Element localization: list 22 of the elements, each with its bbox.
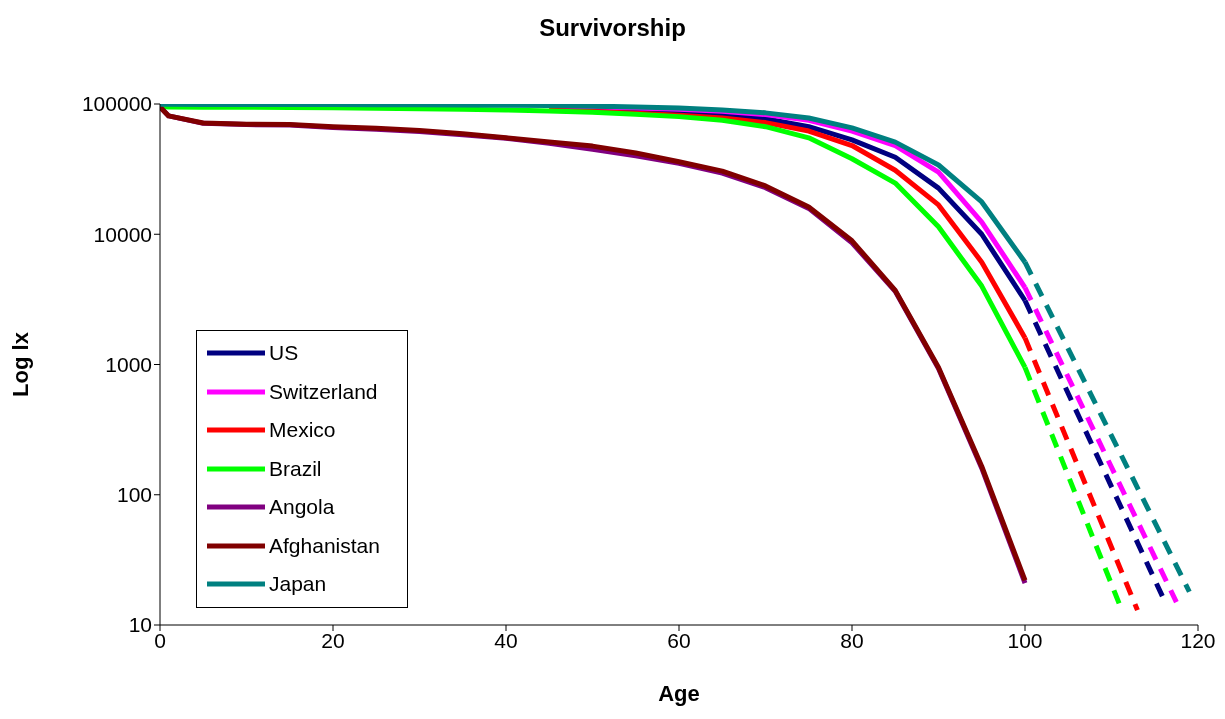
x-tick-label: 60 xyxy=(667,628,691,652)
legend-label: Japan xyxy=(269,572,327,597)
x-axis-title: Age xyxy=(658,681,700,706)
x-tick-label: 20 xyxy=(321,628,345,652)
legend-label: US xyxy=(269,341,299,366)
chart-title: Survivorship xyxy=(538,14,687,42)
legend-label: Mexico xyxy=(269,418,336,443)
y-tick-label: 10000 xyxy=(93,222,152,246)
y-tick-label: 100 xyxy=(116,483,152,507)
legend-label: Afghanistan xyxy=(269,533,380,558)
y-tick-label: 10 xyxy=(128,613,152,637)
x-tick-label: 0 xyxy=(154,628,166,652)
legend-label: Switzerland xyxy=(269,379,378,404)
y-tick-label: 100000 xyxy=(81,92,152,116)
x-tick-label: 80 xyxy=(840,628,864,652)
x-tick-label: 100 xyxy=(1007,628,1043,652)
y-tick-label: 1000 xyxy=(105,352,152,376)
legend-label: Angola xyxy=(269,495,335,520)
x-tick-label: 40 xyxy=(494,628,518,652)
y-axis-title: Log lx xyxy=(7,331,33,397)
x-tick-label: 120 xyxy=(1180,628,1216,652)
legend-label: Brazil xyxy=(269,456,322,481)
